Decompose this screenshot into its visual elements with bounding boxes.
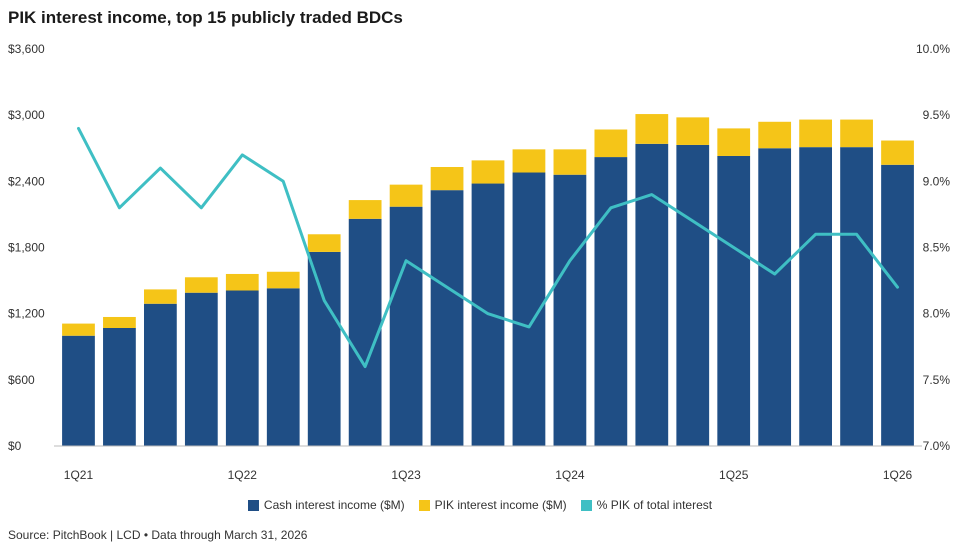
y-left-tick-label: $1,800 <box>8 241 45 255</box>
bar-pik-interest <box>635 114 669 144</box>
bar-cash-interest <box>225 290 259 446</box>
line-pct-pik <box>77 126 899 369</box>
bar-pik-interest <box>184 277 218 293</box>
y-right-tick-label: 7.5% <box>923 373 951 387</box>
y-right-tick-label: 8.0% <box>923 307 951 321</box>
bar-pik-interest <box>717 128 751 156</box>
bar-pik-interest <box>881 140 914 165</box>
bar-cash-interest <box>594 157 628 447</box>
legend-item-pik: PIK interest income ($M) <box>418 498 567 512</box>
bar-pik-interest <box>799 119 832 148</box>
y-left-tick-label: $3,000 <box>8 108 45 122</box>
bar-pik-interest <box>512 149 546 173</box>
x-tick-label: 1Q26 <box>883 468 913 482</box>
bar-pik-interest <box>471 160 505 184</box>
chart-title: PIK interest income, top 15 publicly tra… <box>8 8 403 27</box>
bar-cash-interest <box>348 218 382 446</box>
y-right-tick-label: 8.5% <box>923 241 951 255</box>
y-right-tick-label: 9.0% <box>923 174 951 188</box>
y-right-tick-label: 7.0% <box>923 439 951 453</box>
legend-swatch-pct <box>580 499 592 511</box>
bar-cash-interest <box>103 328 136 446</box>
source-note: Source: PitchBook | LCD • Data through M… <box>8 528 308 542</box>
bar-pik-interest <box>103 316 136 329</box>
bar-cash-interest <box>307 251 341 446</box>
legend: Cash interest income ($M) PIK interest i… <box>0 498 960 512</box>
legend-item-cash: Cash interest income ($M) <box>247 498 405 512</box>
bar-cash-interest <box>553 174 587 446</box>
legend-swatch-cash <box>247 499 259 511</box>
bar-cash-interest <box>676 144 710 447</box>
legend-label-pct: % PIK of total interest <box>596 498 713 512</box>
y-left-tick-label: $0 <box>8 439 22 453</box>
y-left-tick-label: $600 <box>8 373 35 387</box>
x-axis: 1Q21 1Q22 1Q23 1Q24 1Q25 1Q26 <box>54 445 922 482</box>
bar-cash-interest <box>881 164 914 446</box>
bar-pik-interest <box>553 149 587 175</box>
y-left-tick-label: $2,400 <box>8 174 45 188</box>
bar-cash-interest <box>184 292 218 446</box>
bar-cash-interest <box>635 143 669 447</box>
left-axis: $0 $600 $1,200 $1,800 $2,400 $3,000 $3,600 <box>8 42 45 453</box>
bar-cash-interest <box>799 147 832 446</box>
y-left-tick-label: $3,600 <box>8 42 45 56</box>
legend-label-cash: Cash interest income ($M) <box>263 498 405 512</box>
bar-pik-interest <box>225 273 259 291</box>
bar-cash-interest <box>758 148 792 446</box>
bar-cash-interest <box>62 335 95 446</box>
x-tick-label: 1Q25 <box>719 468 749 482</box>
bar-cash-interest <box>266 288 300 446</box>
bar-pik-interest <box>676 117 710 145</box>
bar-pik-interest <box>430 166 464 191</box>
bar-pik-interest <box>840 119 873 148</box>
line-series-group <box>77 126 899 369</box>
bar-pik-interest <box>758 121 792 149</box>
bar-cash-interest <box>717 155 751 446</box>
x-tick-label: 1Q22 <box>228 468 258 482</box>
bar-pik-interest <box>348 200 382 219</box>
bar-pik-interest <box>594 129 628 158</box>
bar-cash-interest <box>840 147 873 446</box>
legend-label-pik: PIK interest income ($M) <box>434 498 567 512</box>
bar-cash-interest <box>389 206 423 446</box>
x-tick-label: 1Q21 <box>64 468 94 482</box>
bar-pik-interest <box>144 289 177 304</box>
bar-pik-interest <box>266 271 300 289</box>
y-left-tick-label: $1,200 <box>8 307 45 321</box>
bar-pik-interest <box>307 234 341 252</box>
y-right-tick-label: 9.5% <box>923 108 951 122</box>
bar-pik-interest <box>389 184 423 207</box>
x-tick-label: 1Q24 <box>555 468 585 482</box>
legend-item-pct: % PIK of total interest <box>580 498 713 512</box>
y-right-tick-label: 10.0% <box>916 42 950 56</box>
bar-cash-interest <box>430 190 464 446</box>
legend-swatch-pik <box>418 499 430 511</box>
bar-series-group <box>62 114 914 447</box>
right-axis: 7.0% 7.5% 8.0% 8.5% 9.0% 9.5% 10.0% <box>916 42 950 453</box>
x-tick-label: 1Q23 <box>391 468 421 482</box>
bar-cash-interest <box>144 303 177 446</box>
bar-pik-interest <box>62 323 95 336</box>
